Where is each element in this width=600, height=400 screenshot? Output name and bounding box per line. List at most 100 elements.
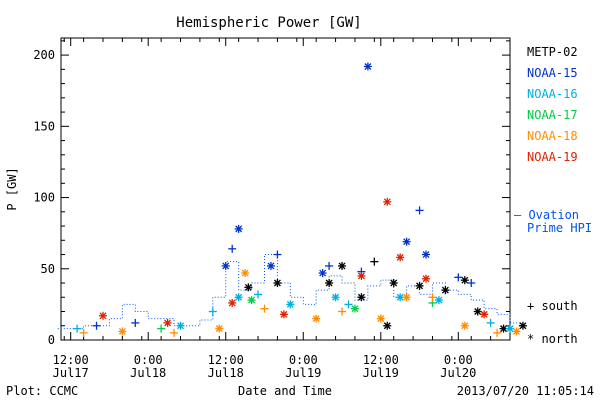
data-point-north [118, 327, 127, 336]
data-point-south [131, 318, 140, 327]
data-point-south [157, 324, 166, 333]
footer-left: Plot: CCMC [6, 384, 78, 398]
data-point-south [273, 250, 282, 259]
series-noaa-17 [157, 296, 437, 333]
data-point-north [383, 321, 392, 330]
data-point-north [221, 261, 230, 270]
x-tick-label: 12:00 [53, 353, 89, 367]
data-point-south [415, 206, 424, 215]
data-point-north [434, 296, 443, 305]
data-point-north [473, 307, 482, 316]
data-point-north [241, 269, 250, 278]
data-point-north [338, 261, 347, 270]
legend-ovation: — Ovation [514, 208, 579, 222]
data-point-north [279, 310, 288, 319]
data-point-north [244, 283, 253, 292]
legend-noaa-17: NOAA-17 [527, 108, 578, 122]
x-tick-label: 12:00 [363, 353, 399, 367]
data-point-north [228, 298, 237, 307]
legend-south-marker: + south [527, 299, 578, 313]
data-point-north [396, 293, 405, 302]
x-axis-label: Date and Time [238, 384, 332, 398]
data-point-north [389, 279, 398, 288]
data-point-north [460, 276, 469, 285]
data-point-north [357, 271, 366, 280]
data-point-north [422, 274, 431, 283]
data-points [73, 62, 527, 337]
data-point-north [422, 250, 431, 259]
data-point-north [234, 293, 243, 302]
data-point-north [460, 321, 469, 330]
legend-noaa-16: NOAA-16 [527, 87, 578, 101]
data-point-north [383, 197, 392, 206]
data-point-north [286, 300, 295, 309]
ovation-hpi-line [57, 254, 523, 330]
data-point-south [208, 307, 217, 316]
y-axis-label: P [GW] [5, 167, 19, 210]
legend-north-marker: * north [527, 332, 578, 346]
data-point-south [79, 328, 88, 337]
data-point-north [234, 224, 243, 233]
data-point-south [454, 273, 463, 282]
axes: 05010015020012:00Jul170:00Jul1812:00Jul1… [33, 38, 510, 380]
data-point-north [215, 324, 224, 333]
y-tick-label: 0 [48, 333, 55, 347]
data-point-south [254, 290, 263, 299]
data-point-north [402, 237, 411, 246]
x-tick-label: 12:00 [208, 353, 244, 367]
data-point-north [350, 304, 359, 313]
data-point-south [338, 307, 347, 316]
data-point-north [247, 296, 256, 305]
data-point-south [170, 328, 179, 337]
data-point-north [363, 62, 372, 71]
data-point-south [370, 257, 379, 266]
y-tick-label: 50 [41, 262, 55, 276]
data-point-north [312, 314, 321, 323]
data-point-north [518, 321, 527, 330]
y-tick-label: 100 [33, 191, 55, 205]
data-point-north [318, 269, 327, 278]
series-noaa-16 [73, 290, 514, 333]
legend: METP-02 NOAA-15 NOAA-16 NOAA-17 NOAA-18 NOAA-… [514, 45, 592, 346]
x-tick-date: Jul17 [53, 366, 89, 380]
data-point-north [176, 321, 185, 330]
x-tick-date: Jul20 [440, 366, 476, 380]
data-point-north [163, 318, 172, 327]
ovation-series [57, 254, 523, 330]
data-point-north [325, 279, 334, 288]
series-noaa-19 [98, 197, 489, 327]
chart-title: Hemispheric Power [GW] [176, 15, 361, 31]
y-tick-label: 200 [33, 48, 55, 62]
timestamp: 2013/07/20 11:05:14 [457, 384, 594, 398]
series-noaa-18 [79, 269, 521, 337]
data-point-north [506, 324, 514, 333]
x-tick-date: Jul19 [285, 366, 321, 380]
y-tick-label: 150 [33, 119, 55, 133]
series-noaa-15 [92, 62, 476, 330]
data-point-north [98, 311, 107, 320]
data-point-south [467, 279, 476, 288]
data-point-north [480, 310, 489, 319]
series-metp-02 [244, 257, 527, 333]
data-point-north [402, 293, 411, 302]
data-point-south [92, 321, 101, 330]
data-point-south [428, 293, 437, 302]
data-point-north [441, 286, 450, 295]
x-tick-label: 0:00 [289, 353, 318, 367]
data-point-south [260, 304, 269, 313]
x-tick-label: 0:00 [444, 353, 473, 367]
data-point-south [344, 300, 353, 309]
data-point-north [266, 261, 275, 270]
data-point-south [325, 261, 334, 270]
data-point-north [273, 279, 282, 288]
x-tick-date: Jul19 [363, 366, 399, 380]
legend-noaa-18: NOAA-18 [527, 129, 578, 143]
data-point-south [493, 328, 502, 337]
data-point-north [512, 327, 521, 336]
data-point-north [376, 314, 385, 323]
data-point-north [415, 281, 424, 290]
x-tick-date: Jul18 [130, 366, 166, 380]
legend-noaa-15: NOAA-15 [527, 66, 578, 80]
data-point-north [331, 293, 340, 302]
